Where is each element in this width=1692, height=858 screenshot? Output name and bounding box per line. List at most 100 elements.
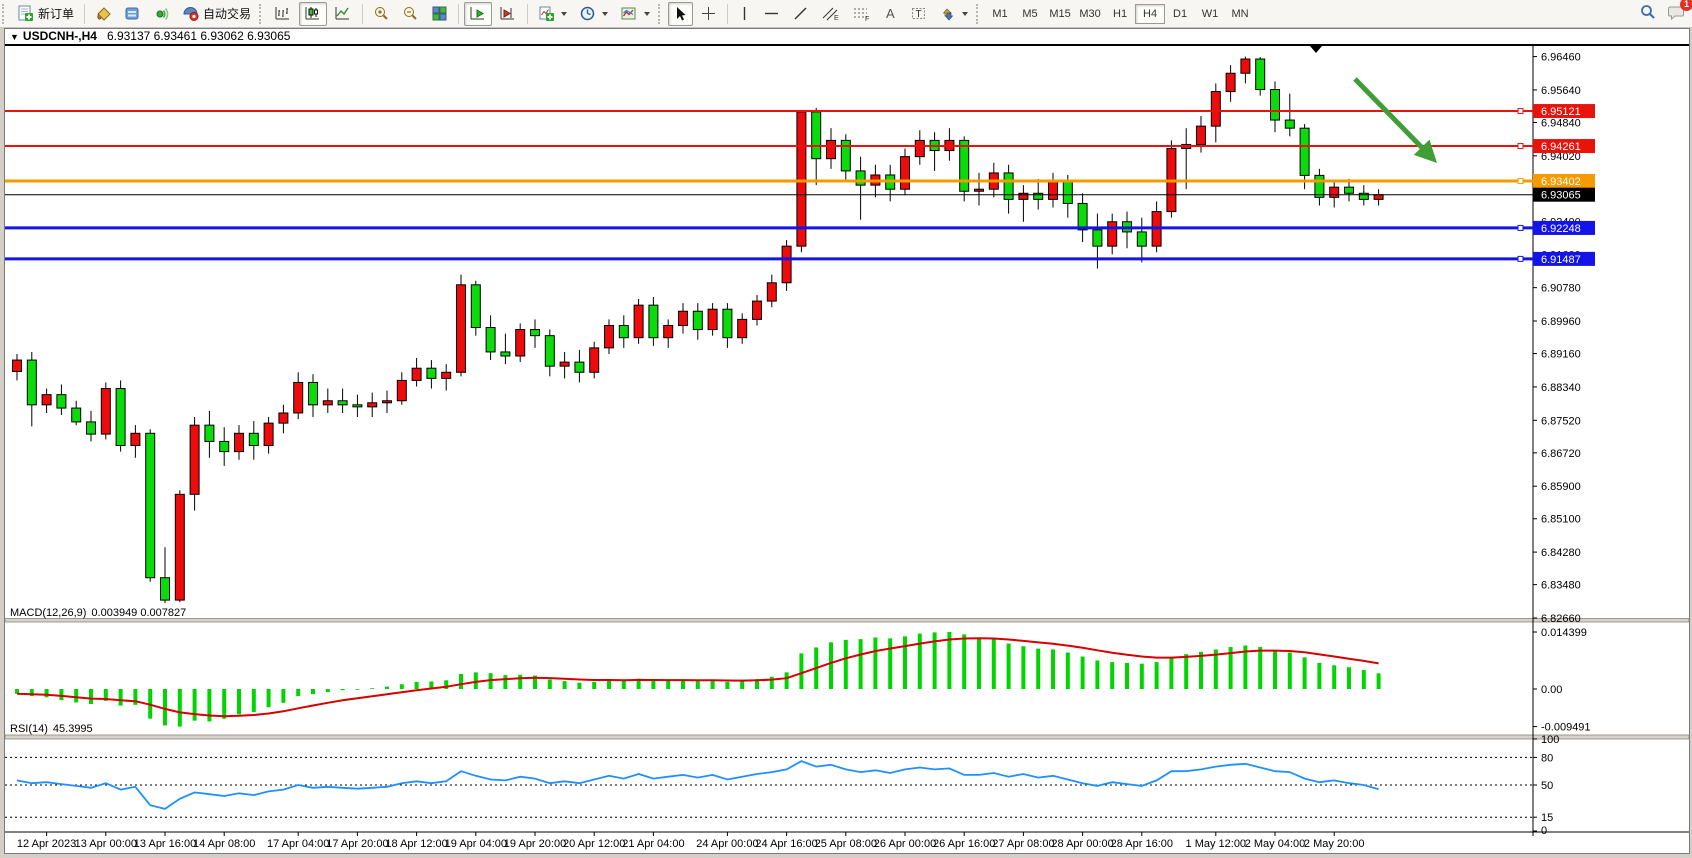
- templates-button[interactable]: [615, 2, 655, 26]
- svg-text:6.93402: 6.93402: [1541, 176, 1581, 188]
- candle-18: [278, 412, 289, 424]
- clock-icon: [579, 5, 596, 22]
- timeframe-m5-button[interactable]: M5: [1022, 7, 1038, 20]
- channel-icon: E: [821, 5, 840, 22]
- rsi-value: 45.3995: [52, 723, 93, 735]
- candle-2: [41, 394, 52, 406]
- horizontal-line-button[interactable]: [758, 2, 785, 26]
- vertical-line-button[interactable]: [733, 2, 756, 26]
- candle-51: [766, 282, 777, 302]
- candle-32: [485, 327, 496, 353]
- svg-text:6.89960: 6.89960: [1541, 316, 1581, 328]
- bar-chart-button[interactable]: [269, 2, 297, 26]
- candle-71: [1062, 180, 1073, 204]
- svg-text:6.96460: 6.96460: [1541, 52, 1581, 64]
- toolbar-separator: [527, 3, 529, 24]
- indicators-button[interactable]: [533, 2, 572, 26]
- trendline-button[interactable]: [787, 2, 814, 26]
- rsi-line: [16, 760, 1379, 810]
- cursor-button[interactable]: [668, 1, 694, 26]
- timeframe-mn-button[interactable]: MN: [1231, 7, 1249, 20]
- svg-text:6.88340: 6.88340: [1541, 382, 1581, 394]
- zoom-in-button[interactable]: [368, 2, 395, 26]
- candle-8: [130, 432, 141, 447]
- timeframe-m15-button[interactable]: M15: [1049, 7, 1071, 20]
- candle-45: [678, 310, 688, 326]
- fibonacci-button[interactable]: F: [847, 2, 876, 26]
- candle-83: [1240, 58, 1251, 74]
- svg-text:17 Apr 20:00: 17 Apr 20:00: [326, 838, 388, 850]
- periods-button[interactable]: [574, 2, 613, 26]
- toolbar-grip: [658, 3, 665, 24]
- crosshair-button[interactable]: [695, 2, 722, 26]
- timeframe-h1-button[interactable]: H1: [1113, 7, 1128, 20]
- profiles-icon: [124, 5, 141, 22]
- timeframe-d1-button[interactable]: D1: [1173, 7, 1188, 20]
- new-order-button[interactable]: 新订单: [12, 2, 79, 26]
- timeframe-w1-button[interactable]: W1: [1201, 7, 1219, 20]
- equidistant-channel-button[interactable]: E: [816, 2, 845, 26]
- macd-panel[interactable]: 0.014399 0.00 -0.009491: [15, 627, 1591, 734]
- rsi-panel[interactable]: 100 80 50 150: [5, 734, 1559, 837]
- arrows-tool-icon: [939, 5, 956, 22]
- rsi-indicator-label: RSI(14) 45.3995: [10, 723, 98, 735]
- macd-values: 0.003949 0.007827: [91, 607, 187, 619]
- auto-scroll-button[interactable]: [464, 1, 493, 26]
- svg-text:13 Apr 00:00: 13 Apr 00:00: [75, 838, 137, 850]
- timeframe-m1-button[interactable]: M1: [992, 7, 1008, 20]
- candle-69: [1033, 192, 1044, 200]
- chart-canvas[interactable]: 6.964606.956406.948406.940206.932006.924…: [5, 45, 1689, 853]
- line-chart-button[interactable]: [329, 2, 357, 26]
- candle-76: [1136, 231, 1147, 247]
- candle-85: [1270, 89, 1280, 121]
- text-button[interactable]: A: [878, 2, 903, 26]
- toolbar-grip: [976, 3, 983, 24]
- timeframe-m30-button[interactable]: M30: [1079, 7, 1101, 20]
- horizontal-line-icon: [763, 5, 780, 22]
- candle-46: [692, 310, 703, 331]
- collapse-caret-icon[interactable]: ▼: [10, 32, 19, 42]
- candle-13: [204, 424, 215, 442]
- price-axis[interactable]: 6.964606.956406.948406.940206.932006.924…: [1533, 52, 1581, 625]
- svg-text:21 Apr 04:00: 21 Apr 04:00: [622, 838, 684, 850]
- vertical-line-icon: [738, 5, 751, 22]
- chart-title-bar[interactable]: ▼ USDCNH-,H4 6.93137 6.93461 6.93062 6.930…: [5, 29, 1689, 45]
- profiles-button[interactable]: [119, 2, 146, 26]
- candle-87: [1299, 127, 1310, 176]
- candle-60: [900, 156, 910, 190]
- signals-button[interactable]: [148, 2, 175, 26]
- candle-31: [470, 284, 481, 329]
- candle-27: [411, 367, 422, 381]
- indicators-add-icon: [538, 5, 555, 22]
- templates-icon: [620, 5, 638, 22]
- level-lines[interactable]: [5, 108, 1533, 262]
- text-icon: A: [883, 5, 898, 22]
- svg-text:14 Apr 08:00: 14 Apr 08:00: [193, 838, 255, 850]
- candlestick-chart-button[interactable]: [299, 1, 328, 26]
- candle-90: [1344, 186, 1354, 194]
- zoom-out-button[interactable]: [397, 2, 424, 26]
- notifications-button[interactable]: 1: [1667, 0, 1692, 24]
- trend-arrow[interactable]: [1353, 77, 1437, 163]
- chart-shift-button[interactable]: [494, 2, 522, 26]
- candles-layer[interactable]: [12, 56, 1384, 603]
- svg-text:0.014399: 0.014399: [1541, 627, 1587, 639]
- svg-text:E: E: [834, 15, 839, 22]
- candle-25: [382, 400, 392, 404]
- timeframe-h4-button[interactable]: H4: [1135, 3, 1166, 24]
- candle-0: [12, 359, 22, 372]
- svg-text:2 May 20:00: 2 May 20:00: [1304, 838, 1365, 850]
- candle-86: [1284, 119, 1295, 129]
- styler-button[interactable]: [90, 2, 117, 26]
- text-label-button[interactable]: T: [905, 2, 932, 26]
- svg-text:6.93065: 6.93065: [1541, 190, 1581, 202]
- search-button[interactable]: [1639, 3, 1657, 24]
- candle-67: [1003, 172, 1014, 200]
- tile-windows-button[interactable]: [426, 2, 453, 26]
- arrows-tool-button[interactable]: [934, 2, 973, 26]
- candle-24: [367, 402, 378, 408]
- auto-trading-button[interactable]: 自动交易: [177, 2, 256, 26]
- svg-text:T: T: [916, 9, 922, 20]
- chart-shift-marker[interactable]: [1310, 46, 1322, 53]
